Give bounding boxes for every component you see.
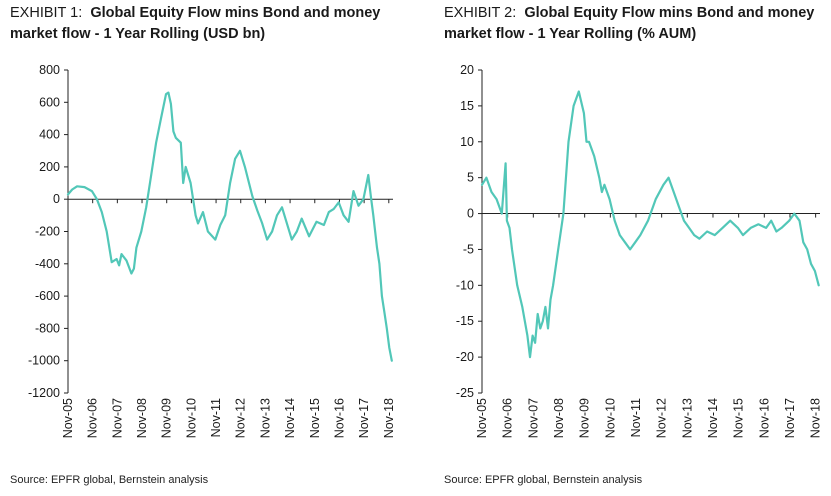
y-tick-label: 5 <box>467 171 474 185</box>
x-tick-label: Nov-18 <box>809 398 823 438</box>
series-line <box>480 90 820 359</box>
x-tick-label: Nov-12 <box>655 398 669 438</box>
x-tick-label: Nov-09 <box>160 398 174 438</box>
y-tick-label: 0 <box>53 192 60 206</box>
x-tick-label: Nov-05 <box>475 398 489 438</box>
x-tick-label: Nov-14 <box>283 398 297 438</box>
x-tick-label: Nov-12 <box>234 398 248 438</box>
x-tick-label: Nov-17 <box>783 398 797 438</box>
y-tick-label: -5 <box>463 242 474 256</box>
exhibit-label: EXHIBIT 2: <box>444 5 517 21</box>
y-tick-label: -200 <box>35 225 60 239</box>
exhibit-1-line-chart: 8006004002000-200-400-600-800-1000-1200N… <box>28 63 396 438</box>
chart-title: EXHIBIT 2: Global Equity Flow mins Bond … <box>444 3 831 45</box>
x-tick-label: Nov-16 <box>757 398 771 438</box>
x-tick-label: Nov-11 <box>629 398 643 437</box>
title-text: Global Equity Flow mins Bond and money m… <box>10 5 381 42</box>
y-tick-label: 15 <box>460 99 474 113</box>
y-tick-label: 10 <box>460 135 474 149</box>
y-tick-label: 200 <box>39 160 60 174</box>
y-tick-label: 600 <box>39 95 60 109</box>
y-tick-label: 20 <box>460 63 474 77</box>
x-tick-label: Nov-10 <box>603 398 617 438</box>
y-tick-label: -15 <box>456 314 474 328</box>
y-tick-label: 0 <box>467 207 474 221</box>
y-tick-label: -800 <box>35 321 60 335</box>
exhibit-1-panel: EXHIBIT 1: Global Equity Flow mins Bond … <box>0 0 405 496</box>
source-note: Source: EPFR global, Bernstein analysis <box>10 474 209 486</box>
x-tick-label: Nov-17 <box>357 398 371 438</box>
y-tick-label: -600 <box>35 289 60 303</box>
x-tick-label: Nov-06 <box>86 398 100 438</box>
x-tick-label: Nov-14 <box>706 398 720 438</box>
x-tick-label: Nov-09 <box>578 398 592 438</box>
x-tick-label: Nov-11 <box>209 398 223 437</box>
title-text: Global Equity Flow mins Bond and money m… <box>444 5 815 42</box>
x-tick-label: Nov-07 <box>526 398 540 438</box>
y-tick-label: -25 <box>456 386 474 400</box>
x-tick-label: Nov-13 <box>258 398 272 438</box>
x-tick-label: Nov-13 <box>680 398 694 438</box>
x-tick-label: Nov-15 <box>308 398 322 438</box>
exhibit-label: EXHIBIT 1: <box>10 5 83 21</box>
y-tick-label: -10 <box>456 278 474 292</box>
x-tick-label: Nov-10 <box>184 398 198 438</box>
x-tick-label: Nov-08 <box>135 398 149 438</box>
x-tick-label: Nov-15 <box>732 398 746 438</box>
x-tick-label: Nov-16 <box>332 398 346 438</box>
y-tick-label: -20 <box>456 350 474 364</box>
y-tick-label: 800 <box>39 63 60 77</box>
series-line <box>66 91 393 362</box>
y-tick-label: -400 <box>35 257 60 271</box>
x-tick-label: Nov-18 <box>382 398 396 438</box>
source-note: Source: EPFR global, Bernstein analysis <box>444 474 643 486</box>
x-tick-label: Nov-06 <box>501 398 515 438</box>
exhibit-2-panel: EXHIBIT 2: Global Equity Flow mins Bond … <box>434 0 831 496</box>
y-tick-label: 400 <box>39 128 60 142</box>
x-tick-label: Nov-07 <box>110 398 124 438</box>
x-tick-label: Nov-08 <box>552 398 566 438</box>
x-tick-label: Nov-05 <box>61 398 75 438</box>
chart-title: EXHIBIT 1: Global Equity Flow mins Bond … <box>10 3 405 45</box>
y-tick-label: -1200 <box>28 386 60 400</box>
y-tick-label: -1000 <box>28 354 60 368</box>
